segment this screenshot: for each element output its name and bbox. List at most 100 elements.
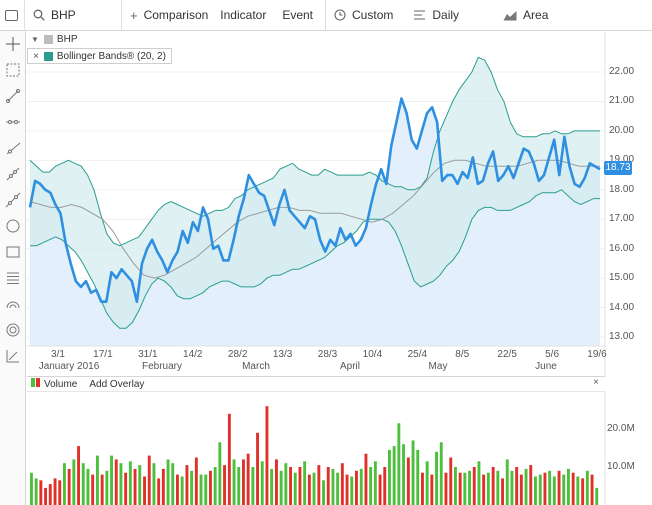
circle-tool[interactable]	[0, 213, 26, 239]
time-tick-label: 8/5	[455, 349, 470, 360]
comparison-button[interactable]: + Comparison	[122, 0, 216, 31]
volume-bar	[345, 474, 349, 505]
volume-bar	[232, 459, 236, 505]
legend-collapse-icon[interactable]: ▼	[31, 34, 39, 44]
upper-band-line	[29, 56, 600, 247]
volume-bar	[562, 474, 566, 505]
volume-close-icon[interactable]: ×	[593, 377, 599, 388]
last-price-tag: 18.73	[604, 161, 632, 175]
plus-icon: +	[130, 7, 138, 23]
month-label: April	[339, 361, 360, 372]
volume-bar	[317, 465, 321, 505]
indicator-legend: × Bollinger Bands® (20, 2)	[27, 48, 172, 64]
volume-title: Volume	[44, 378, 78, 390]
price-tick-label: 22.00	[609, 66, 635, 77]
volume-bar	[454, 467, 457, 505]
layout-toggle-button[interactable]	[0, 0, 24, 31]
volume-bar	[402, 444, 405, 505]
target-tool[interactable]	[0, 317, 26, 343]
ruler-icon	[6, 350, 19, 363]
volume-bar	[501, 478, 504, 505]
volume-icon	[31, 378, 40, 390]
bollinger-band-fill	[30, 57, 600, 329]
price-tick-label: 18.00	[609, 183, 635, 195]
volume-bar	[326, 467, 330, 505]
volume-bar	[284, 463, 288, 505]
price-tick-label: 14.00	[609, 301, 635, 313]
volume-bar	[256, 432, 259, 505]
volume-bar	[119, 463, 123, 505]
symbol-input[interactable]: BHP	[51, 8, 76, 22]
circle-icon	[6, 219, 20, 233]
volume-bar	[519, 474, 523, 505]
bollinger-legend-box[interactable]: × Bollinger Bands® (20, 2)	[27, 48, 172, 64]
volume-bar	[524, 468, 528, 505]
volume-bar	[411, 440, 415, 505]
range-button[interactable]: Custom	[326, 0, 405, 31]
volume-bar	[185, 465, 189, 505]
volume-bar	[190, 470, 194, 505]
volume-bar	[100, 474, 104, 505]
time-tick-label: 22/5	[497, 349, 517, 360]
volume-bar	[595, 487, 599, 505]
extended-line-tool[interactable]	[0, 187, 26, 213]
time-tick-label: 3/1	[51, 349, 65, 360]
line-tool[interactable]	[0, 83, 26, 109]
indicator-button[interactable]: Indicator	[216, 0, 278, 31]
volume-bar	[275, 459, 278, 505]
volume-bar	[128, 461, 132, 505]
volume-bar	[72, 459, 76, 505]
horizontal-line-tool[interactable]	[0, 109, 26, 135]
volume-bar	[44, 487, 47, 505]
volume-bar	[590, 474, 594, 505]
crosshair-tool[interactable]	[0, 31, 26, 57]
arc-icon	[6, 301, 20, 309]
volume-bar	[209, 470, 212, 505]
volume-bar	[166, 459, 170, 505]
volume-bar	[157, 478, 161, 505]
volume-bar	[458, 472, 462, 505]
zoom-tool[interactable]	[0, 57, 26, 83]
volume-bar	[477, 461, 481, 505]
ruler-tool[interactable]	[0, 343, 26, 369]
event-button[interactable]: Event	[278, 0, 325, 31]
volume-bar	[293, 472, 297, 505]
rectangle-icon	[6, 246, 20, 258]
time-tick-label: 10/4	[362, 349, 383, 360]
interval-button[interactable]: Daily	[405, 0, 499, 31]
trend-line-tool[interactable]	[0, 161, 26, 187]
volume-bar	[312, 472, 316, 505]
volume-bar	[359, 468, 363, 505]
volume-bar	[557, 470, 561, 505]
volume-bar	[218, 442, 222, 505]
add-overlay-button[interactable]: Add Overlay	[89, 378, 145, 390]
fibonacci-icon	[7, 272, 19, 284]
price-line	[28, 97, 601, 303]
volume-bar	[67, 468, 71, 505]
volume-bar	[110, 455, 113, 505]
volume-bar	[133, 468, 137, 505]
zoom-icon	[6, 63, 20, 77]
rectangle-tool[interactable]	[0, 239, 26, 265]
chart-type-button[interactable]: Area	[499, 0, 556, 31]
time-tick-label: 31/1	[138, 349, 158, 360]
volume-bar	[270, 468, 274, 505]
arc-tool[interactable]	[0, 291, 26, 317]
volume-bar	[39, 480, 43, 505]
volume-bar	[397, 423, 401, 505]
fibonacci-tool[interactable]	[0, 265, 26, 291]
volume-bar	[576, 476, 580, 505]
volume-bar	[496, 470, 500, 505]
close-icon[interactable]: ×	[33, 50, 39, 62]
symbol-search[interactable]: BHP	[25, 0, 121, 31]
volume-bar	[510, 470, 514, 505]
month-label: May	[428, 361, 448, 372]
volume-bar	[213, 467, 217, 505]
target-icon	[6, 323, 20, 337]
volume-bar	[58, 480, 62, 505]
volume-bar	[152, 463, 156, 505]
volume-bar	[425, 461, 429, 505]
ray-tool[interactable]	[0, 135, 26, 161]
volume-bar	[204, 474, 208, 505]
